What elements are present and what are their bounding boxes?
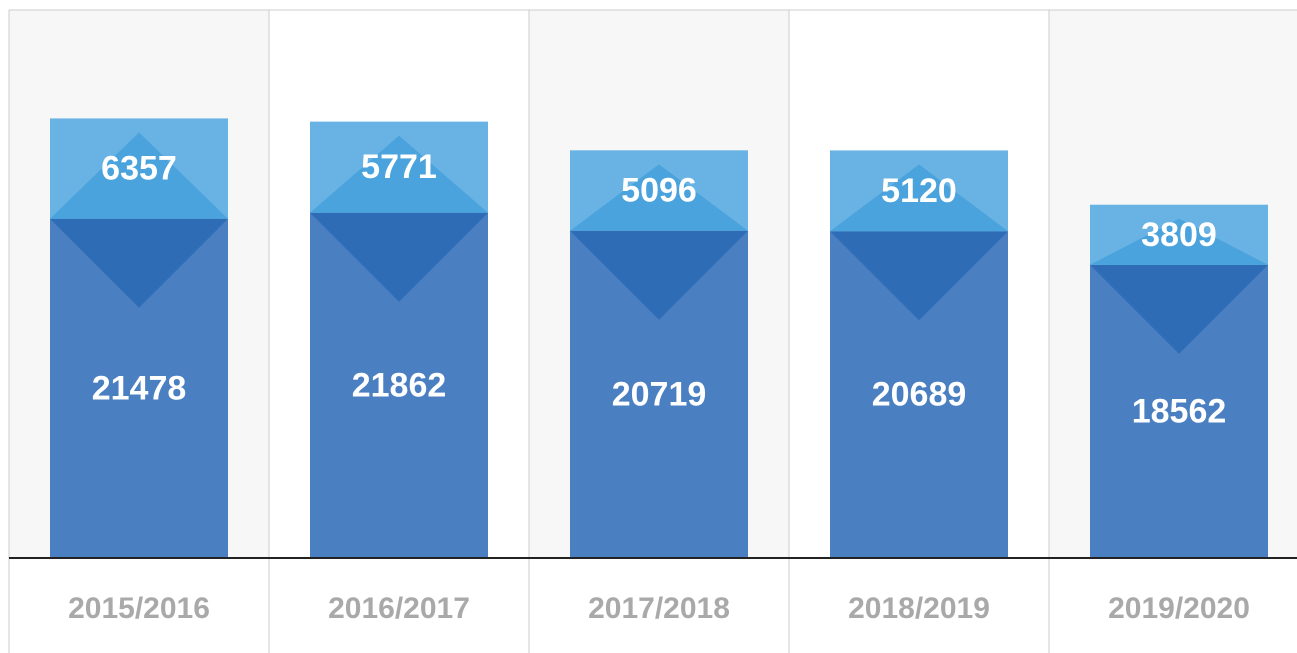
bar-decoration [830,231,1008,321]
x-tick-label: 2019/2020 [1108,592,1250,625]
bar-decoration [1090,218,1268,265]
bar-decoration [50,218,228,308]
value-label: 21478 [92,369,187,407]
value-label: 5120 [881,172,957,210]
x-tick-label: 2018/2019 [848,592,990,625]
bar-decoration [570,164,748,231]
value-label: 5771 [361,148,437,186]
value-label: 18562 [1132,392,1227,430]
value-label: 21862 [352,366,447,404]
value-label: 6357 [101,150,177,188]
value-label: 5096 [621,172,697,210]
value-label: 3809 [1141,216,1217,254]
x-tick-label: 2016/2017 [328,592,470,625]
x-tick-label: 2017/2018 [588,592,730,625]
value-label: 20719 [612,375,707,413]
bar-decoration [1090,264,1268,354]
bar-decoration [570,230,748,320]
bar-decoration [830,164,1008,232]
bar-decoration [310,212,488,302]
x-tick-label: 2015/2016 [68,592,210,625]
bar-decoration [310,135,488,213]
bar-decoration [50,132,228,219]
value-label: 20689 [872,376,967,414]
